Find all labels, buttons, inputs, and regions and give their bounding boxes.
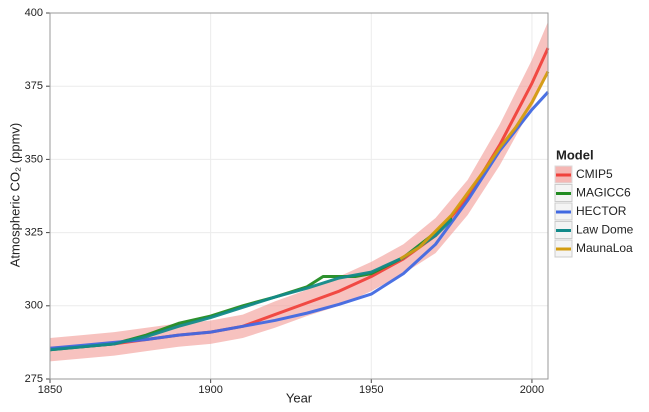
x-axis-label: Year: [286, 390, 313, 405]
y-axis-label: Atmospheric CO₂ (ppmv): [7, 123, 22, 267]
legend-title: Model: [556, 147, 594, 162]
y-tick-label: 350: [25, 153, 43, 165]
legend-label: MAGICC6: [576, 186, 631, 200]
x-tick-label: 1900: [198, 384, 222, 396]
y-tick-label: 375: [25, 80, 43, 92]
uncertainty-band: [50, 21, 548, 362]
x-tick-label: 1950: [359, 384, 383, 396]
y-tick-label: 275: [25, 373, 43, 385]
series-line: [399, 70, 550, 261]
y-tick-label: 400: [25, 7, 43, 19]
y-tick-label: 300: [25, 300, 43, 312]
plot-border: [49, 12, 549, 380]
y-tick-label: 325: [25, 227, 43, 239]
legend-label: HECTOR: [576, 204, 627, 218]
x-tick-label: 1850: [38, 384, 62, 396]
legend-label: CMIP5: [576, 167, 613, 181]
x-tick-label: 2000: [520, 384, 544, 396]
legend-label: Law Dome: [576, 223, 634, 237]
legend-label: MaunaLoa: [576, 241, 633, 255]
